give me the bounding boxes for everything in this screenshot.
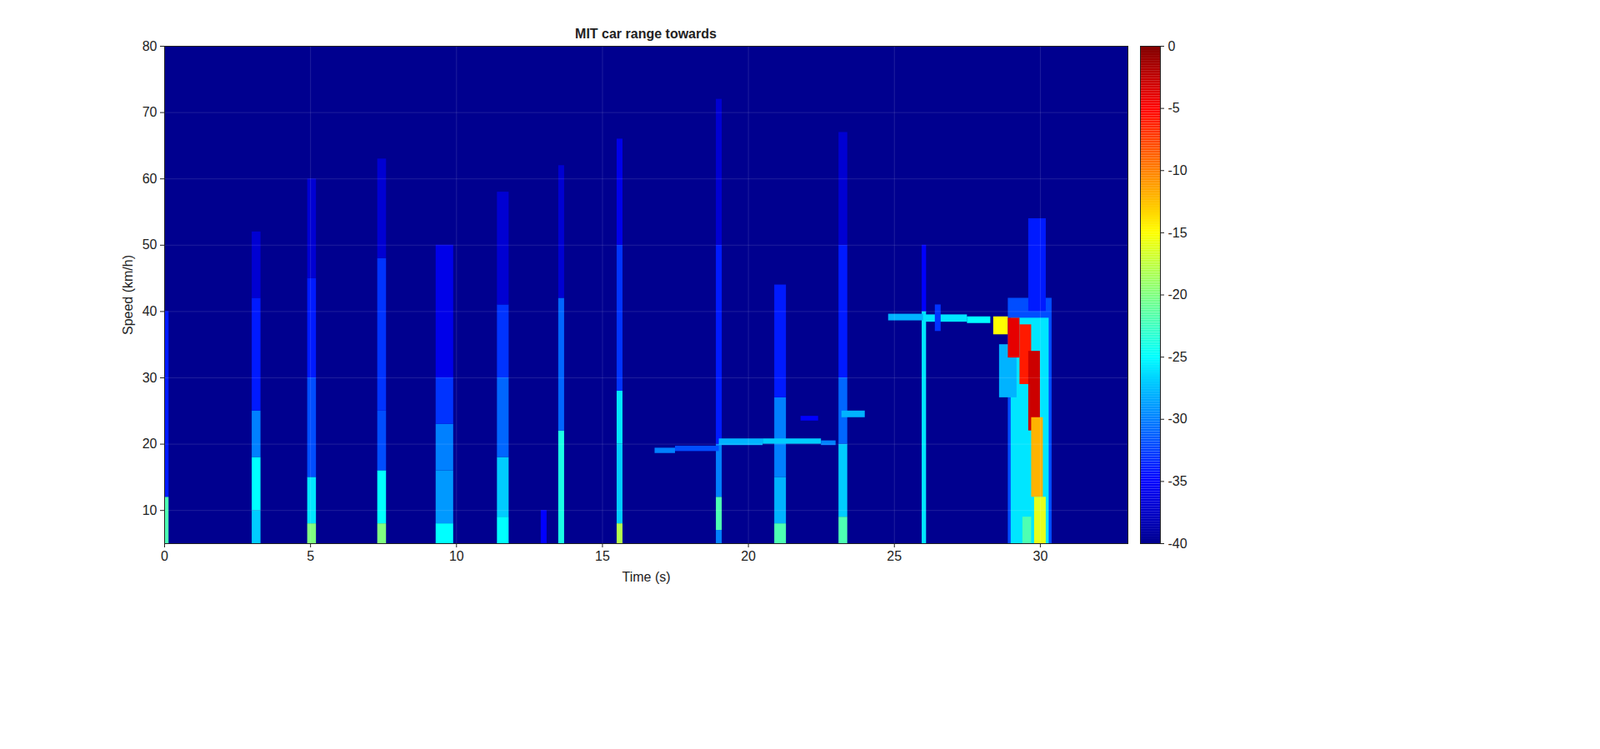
svg-text:-5: -5: [1168, 100, 1180, 115]
svg-text:30: 30: [142, 370, 158, 385]
svg-text:Speed (km/h): Speed (km/h): [120, 255, 135, 335]
svg-text:-40: -40: [1168, 536, 1188, 551]
svg-text:0: 0: [160, 549, 169, 564]
svg-text:60: 60: [142, 171, 158, 186]
svg-text:20: 20: [740, 549, 756, 564]
svg-text:-35: -35: [1168, 474, 1188, 489]
svg-text:5: 5: [306, 549, 315, 564]
svg-text:-15: -15: [1168, 225, 1188, 240]
svg-text:10: 10: [449, 549, 465, 564]
svg-text:80: 80: [142, 39, 158, 54]
svg-text:0: 0: [1168, 39, 1176, 54]
svg-text:Time (s): Time (s): [621, 570, 670, 585]
svg-text:15: 15: [595, 549, 610, 564]
svg-text:50: 50: [142, 237, 158, 252]
svg-text:25: 25: [886, 549, 902, 564]
svg-text:70: 70: [142, 105, 158, 120]
svg-text:30: 30: [1033, 549, 1049, 564]
svg-text:-25: -25: [1168, 350, 1188, 365]
svg-text:10: 10: [142, 503, 158, 518]
svg-text:40: 40: [142, 304, 158, 319]
svg-text:-10: -10: [1168, 163, 1188, 178]
svg-text:20: 20: [142, 436, 158, 451]
svg-text:-30: -30: [1168, 411, 1188, 426]
html-text:MIT car range towards: MIT car range towards: [575, 26, 717, 41]
svg-text:-20: -20: [1168, 287, 1188, 302]
